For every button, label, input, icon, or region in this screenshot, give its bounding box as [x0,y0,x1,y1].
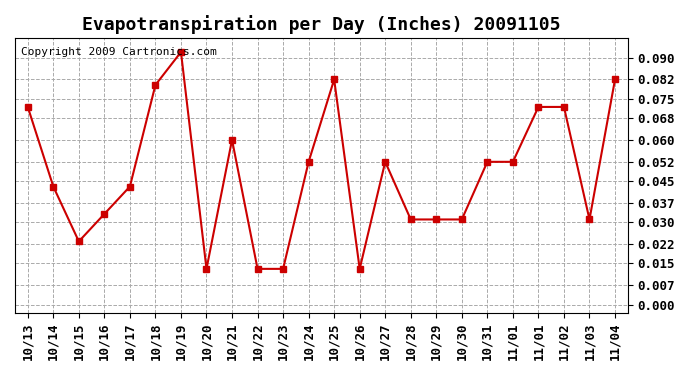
Title: Evapotranspiration per Day (Inches) 20091105: Evapotranspiration per Day (Inches) 2009… [82,15,561,34]
Text: Copyright 2009 Cartronics.com: Copyright 2009 Cartronics.com [21,46,217,57]
